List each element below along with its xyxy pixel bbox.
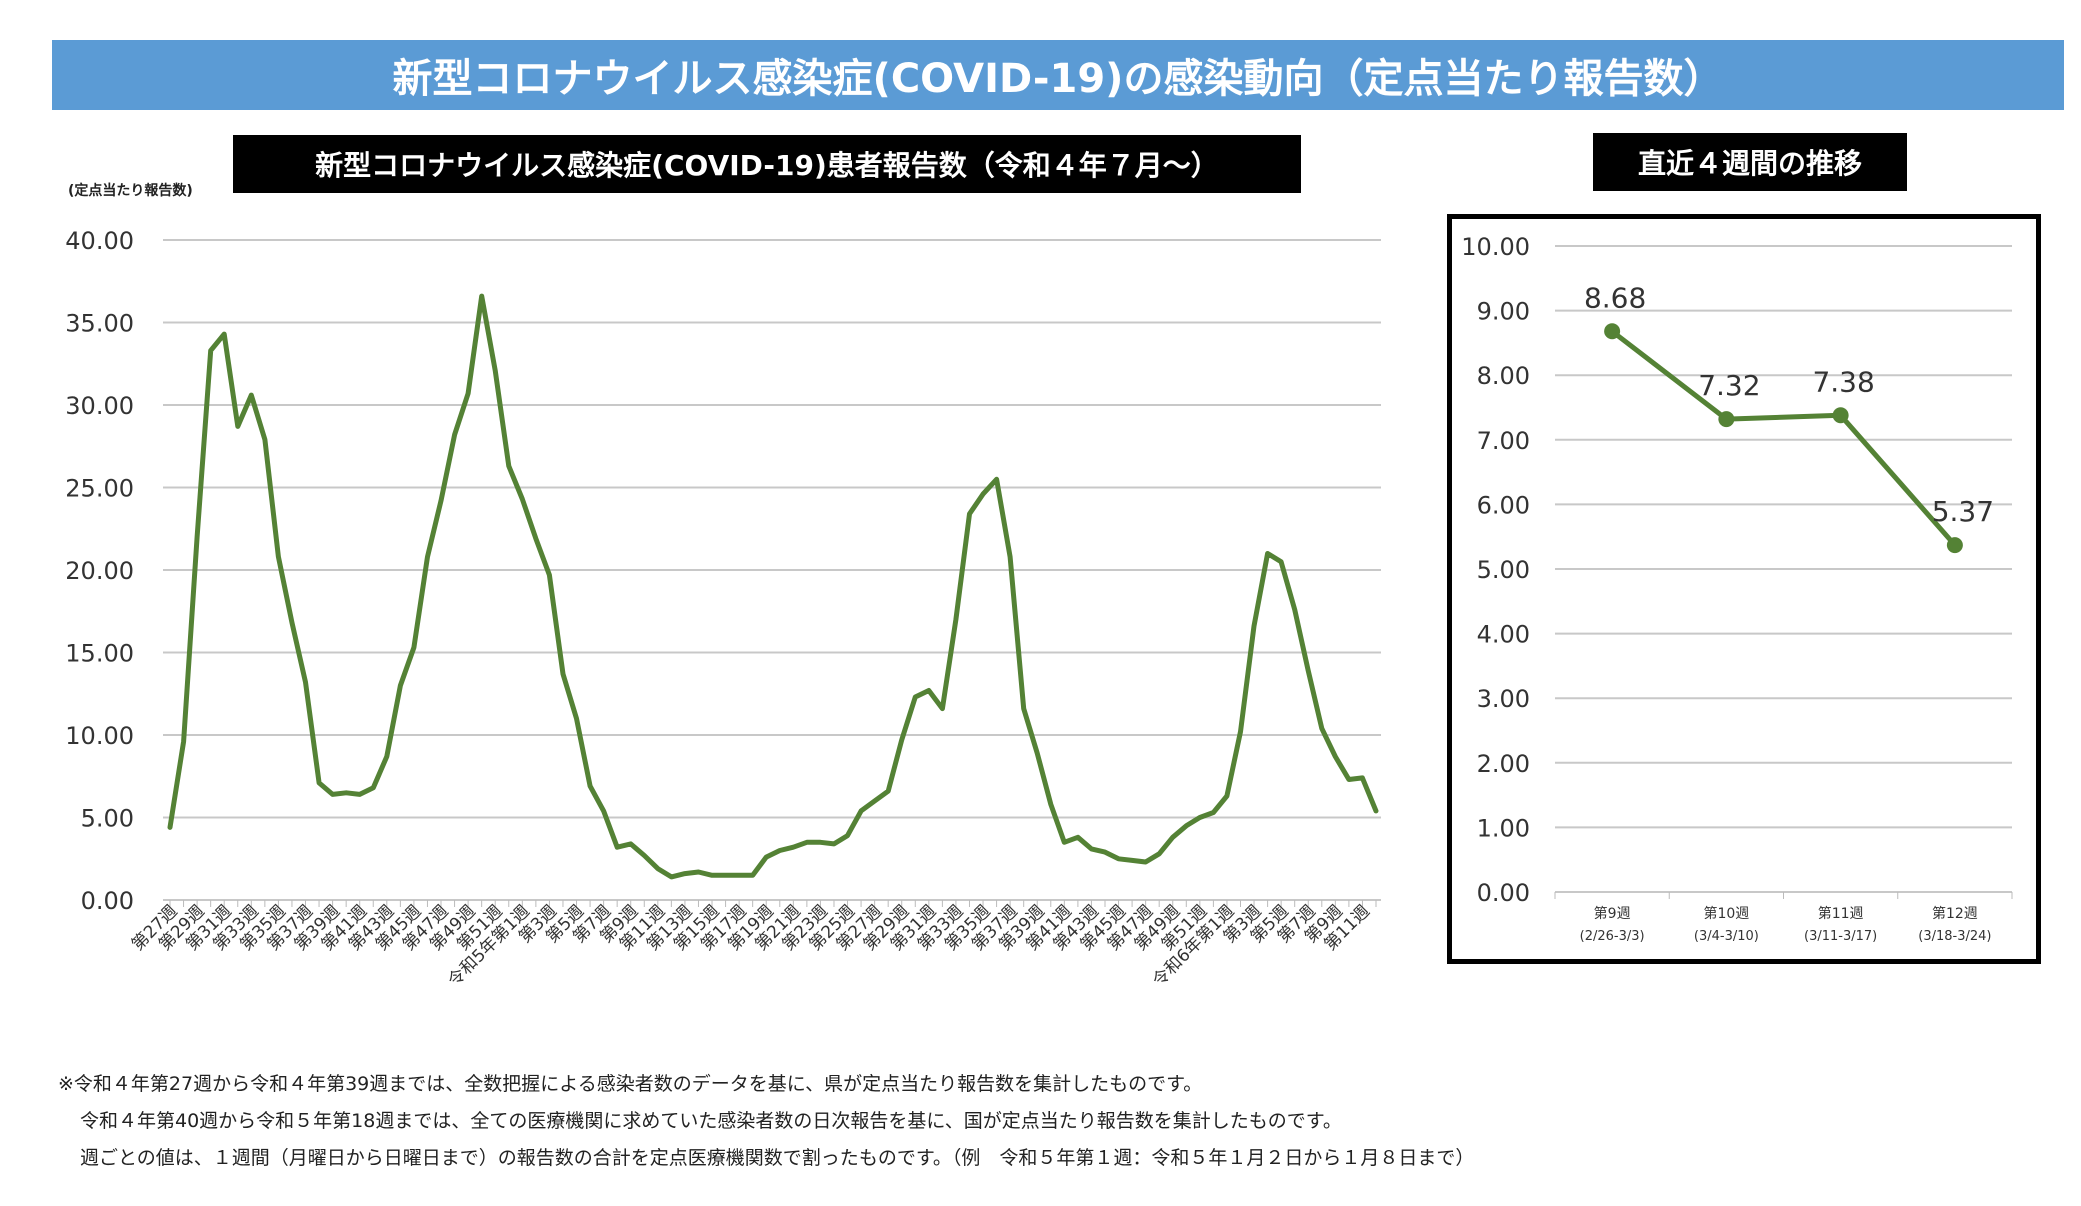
y-tick-label: 40.00	[65, 227, 134, 255]
y-tick-label: 5.00	[1477, 556, 1530, 584]
series-line	[167, 293, 1379, 880]
footnote-3: 週ごとの値は、１週間（月曜日から日曜日まで）の報告数の合計を定点医療機関数で割っ…	[80, 1147, 1475, 1169]
data-point	[1718, 411, 1735, 428]
x-tick-label: 第12週	[1932, 905, 1978, 922]
footnotes: ※令和４年第27週から令和４年第39週までは、全数把握による感染者数のデータを基…	[58, 1066, 1474, 1177]
main-chart-title: 新型コロナウイルス感染症(COVID-19)患者報告数（令和４年７月～）	[233, 135, 1301, 193]
data-point	[1832, 407, 1849, 424]
data-point	[1946, 537, 1963, 554]
x-tick-range-label: (3/4-3/10)	[1694, 929, 1759, 944]
y-tick-label: 10.00	[65, 722, 134, 750]
x-tick-range-label: (2/26-3/3)	[1580, 929, 1645, 944]
y-tick-label: 8.00	[1477, 362, 1530, 390]
data-label: 7.32	[1698, 369, 1760, 402]
x-tick-range-label: (3/18-3/24)	[1918, 929, 1991, 944]
y-tick-label: 6.00	[1477, 491, 1530, 519]
y-tick-label: 0.00	[81, 887, 134, 915]
x-tick-label: 第9週	[1594, 905, 1631, 922]
y-tick-label: 30.00	[65, 392, 134, 420]
data-label: 5.37	[1932, 495, 1994, 528]
x-tick-range-label: (3/11-3/17)	[1804, 929, 1877, 944]
page-title: 新型コロナウイルス感染症(COVID-19)の感染動向（定点当たり報告数）	[52, 40, 2064, 110]
y-tick-label: 9.00	[1477, 298, 1530, 326]
y-tick-label: 5.00	[81, 805, 134, 833]
data-label: 7.38	[1812, 365, 1874, 398]
data-label: 8.68	[1584, 281, 1646, 314]
side-line-chart: 0.00 1.00 2.00 3.00 4.00 5.00 6.00 7.00 8.00 9.00…	[1461, 233, 2013, 944]
main-line-chart: 0.00 5.00 10.00 15.00 20.00 25.00 30.00 35.00 40…	[65, 227, 1381, 991]
y-tick-label: 15.00	[65, 640, 134, 668]
y-tick-label: 10.00	[1461, 233, 1530, 261]
x-tick-label: 第10週	[1703, 905, 1749, 922]
footnote-1: ※令和４年第27週から令和４年第39週までは、全数把握による感染者数のデータを基…	[58, 1073, 1203, 1095]
y-tick-label: 20.00	[65, 557, 134, 585]
y-tick-label: 1.00	[1477, 814, 1530, 842]
y-tick-label: 35.00	[65, 310, 134, 338]
y-tick-label: 4.00	[1477, 621, 1530, 649]
y-tick-label: 0.00	[1477, 879, 1530, 907]
footnote-2: 令和４年第40週から令和５年第18週までは、全ての医療機関に求めていた感染者数の…	[80, 1110, 1342, 1132]
x-tick-label: 第11週	[1818, 905, 1864, 922]
y-tick-label: 3.00	[1477, 685, 1530, 713]
side-chart-title: 直近４週間の推移	[1593, 133, 1907, 191]
series-line	[1609, 328, 1958, 548]
y-axis-unit-label: (定点当たり報告数)	[68, 183, 193, 199]
data-point	[1604, 323, 1621, 340]
y-tick-label: 2.00	[1477, 750, 1530, 778]
y-tick-label: 7.00	[1477, 427, 1530, 455]
side-chart-frame	[1447, 214, 2041, 964]
y-tick-label: 25.00	[65, 475, 134, 503]
